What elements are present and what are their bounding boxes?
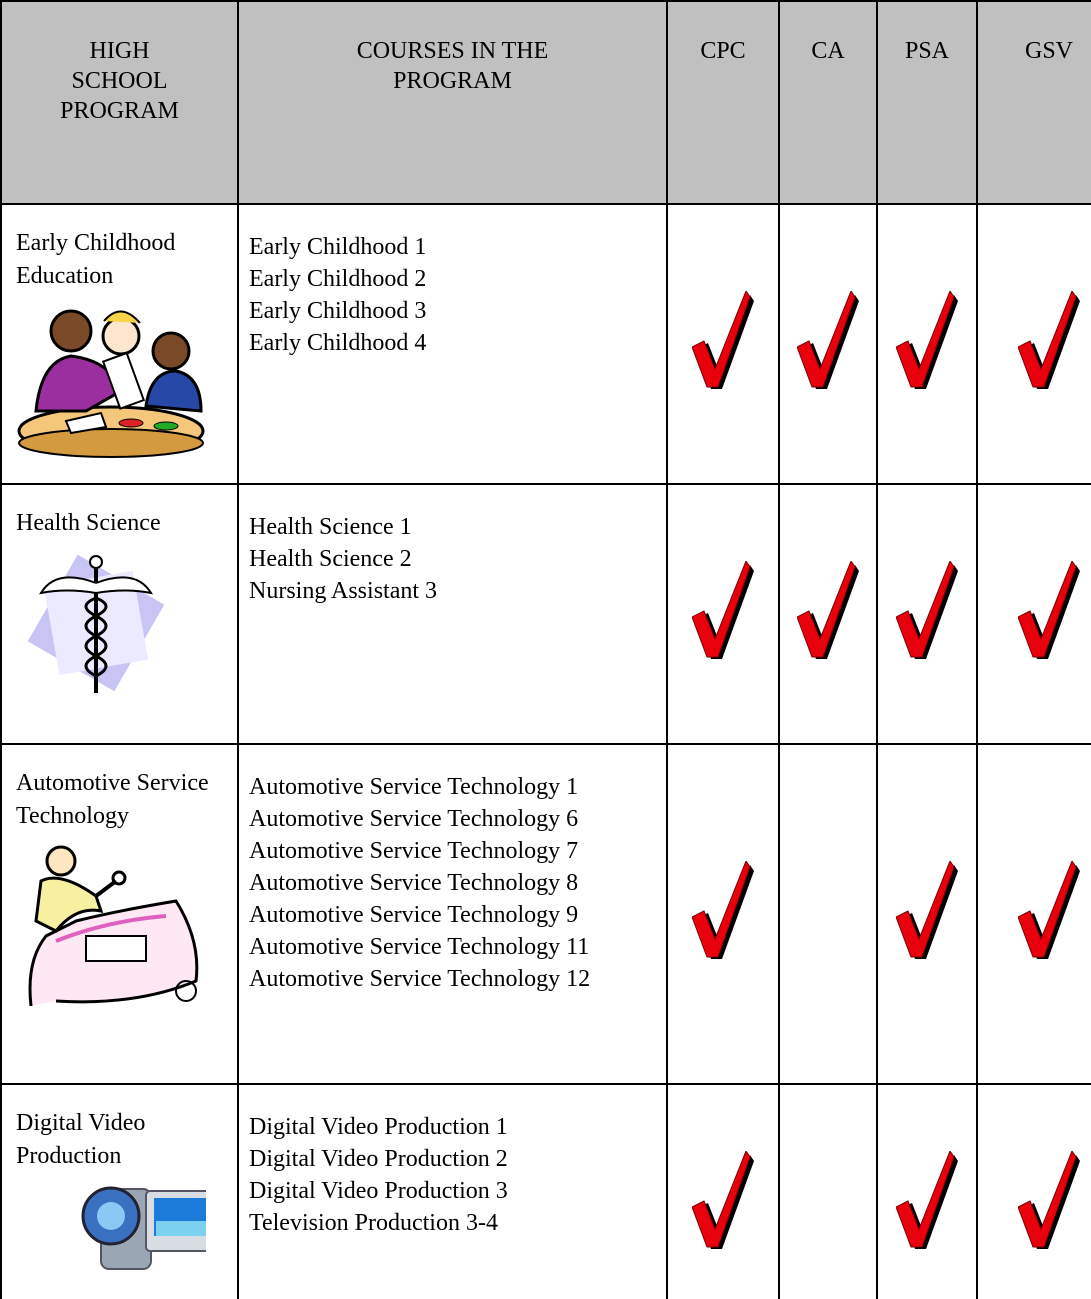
- course-name: Early Childhood 4: [249, 330, 427, 356]
- check-cell: [876, 483, 978, 745]
- column-header: CPC: [666, 0, 780, 205]
- check-cell: [976, 743, 1091, 1085]
- table-row: Digital Video Production Digital Video Pr…: [0, 1083, 1091, 1299]
- check-cell: [876, 1083, 978, 1299]
- checkmark: [1017, 559, 1080, 667]
- column-header-text: PSA: [904, 38, 950, 64]
- check-cell: [876, 743, 978, 1085]
- column-header: COURSES IN THE PROGRAM: [237, 0, 668, 205]
- checkmark: [796, 559, 859, 667]
- course-name: Automotive Service Technology 9: [249, 902, 579, 928]
- checkmark: [1017, 289, 1080, 397]
- program-cell: Automotive Service Technology: [0, 743, 239, 1085]
- column-header-text: GSV: [1024, 38, 1073, 64]
- courses-cell: Automotive Service Technology 1 Automotiv…: [237, 743, 668, 1085]
- table-row: Health Science Health Science 1 Health Sci…: [0, 483, 1091, 745]
- checkmark: [691, 1149, 754, 1257]
- check-cell: [976, 483, 1091, 745]
- course-name: Automotive Service Technology 8: [249, 870, 579, 896]
- course-name: Automotive Service Technology 6: [249, 806, 579, 832]
- courses-cell: Early Childhood 1 Early Childhood 2 Early …: [237, 203, 668, 485]
- check-cell: [778, 483, 878, 745]
- checkmark: [691, 559, 754, 667]
- course-name: Digital Video Production 3: [249, 1178, 508, 1204]
- course-name: Automotive Service Technology 1: [249, 774, 579, 800]
- check-cell: [666, 483, 780, 745]
- program-name: Automotive Service Technology: [16, 770, 209, 829]
- header-row: HIGH SCHOOL PROGRAM COURSES IN THE PROGRA…: [0, 0, 1091, 205]
- checkmark: [691, 289, 754, 397]
- program-cell: Health Science: [0, 483, 239, 745]
- courses-cell: Digital Video Production 1 Digital Video …: [237, 1083, 668, 1299]
- course-name: Health Science 1: [249, 514, 412, 540]
- check-cell: [666, 1083, 780, 1299]
- column-header: CA: [778, 0, 878, 205]
- check-cell: [666, 743, 780, 1085]
- checkmark: [895, 559, 958, 667]
- course-name: Early Childhood 3: [249, 298, 427, 324]
- course-name: Television Production 3-4: [249, 1210, 498, 1236]
- course-name: Nursing Assistant 3: [249, 578, 438, 604]
- checkmark: [895, 289, 958, 397]
- check-cell: [778, 743, 878, 1085]
- course-name: Early Childhood 2: [249, 266, 427, 292]
- course-name: Health Science 2: [249, 546, 412, 572]
- column-header: HIGH SCHOOL PROGRAM: [0, 0, 239, 205]
- check-cell: [778, 1083, 878, 1299]
- course-name: Digital Video Production 2: [249, 1146, 508, 1172]
- column-header-text: COURSES IN THE PROGRAM: [356, 38, 549, 94]
- courses-cell: Health Science 1 Health Science 2 Nursing …: [237, 483, 668, 745]
- check-cell: [976, 203, 1091, 485]
- program-icon: [16, 301, 237, 471]
- column-header: PSA: [876, 0, 978, 205]
- course-name: Automotive Service Technology 11: [249, 934, 590, 960]
- check-cell: [666, 203, 780, 485]
- checkmark: [1017, 1149, 1080, 1257]
- program-icon: [16, 841, 237, 1021]
- table-body: Early Childhood Education Early Childhood…: [0, 203, 1091, 1299]
- course-name: Early Childhood 1: [249, 234, 427, 260]
- program-name: Health Science: [16, 510, 161, 536]
- table-row: Early Childhood Education Early Childhood…: [0, 203, 1091, 485]
- check-cell: [976, 1083, 1091, 1299]
- checkmark: [1017, 859, 1080, 967]
- program-cell: Early Childhood Education: [0, 203, 239, 485]
- course-name: Automotive Service Technology 7: [249, 838, 579, 864]
- column-header-text: CA: [811, 38, 845, 64]
- course-name: Digital Video Production 1: [249, 1114, 508, 1140]
- course-name: Automotive Service Technology 12: [249, 966, 591, 992]
- check-cell: [778, 203, 878, 485]
- column-header-text: HIGH SCHOOL PROGRAM: [60, 38, 179, 124]
- program-name: Digital Video Production: [16, 1110, 146, 1169]
- program-name: Early Childhood Education: [16, 230, 176, 289]
- checkmark: [895, 859, 958, 967]
- column-header-text: CPC: [700, 38, 746, 64]
- program-cell: Digital Video Production: [0, 1083, 239, 1299]
- checkmark: [796, 289, 859, 397]
- checkmark: [895, 1149, 958, 1257]
- column-header: GSV: [976, 0, 1091, 205]
- program-icon: [16, 1181, 237, 1299]
- check-cell: [876, 203, 978, 485]
- table-row: Automotive Service Technology Automotive …: [0, 743, 1091, 1085]
- checkmark: [691, 859, 754, 967]
- program-icon: [16, 548, 237, 708]
